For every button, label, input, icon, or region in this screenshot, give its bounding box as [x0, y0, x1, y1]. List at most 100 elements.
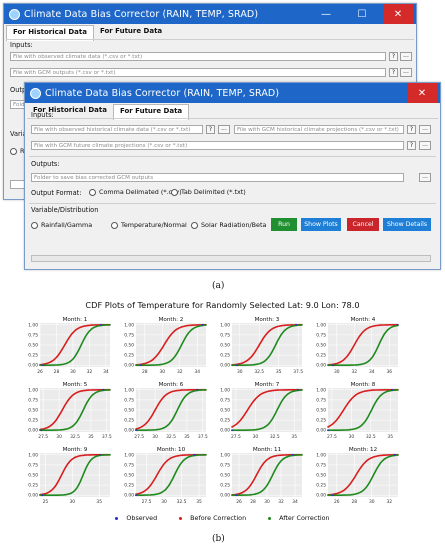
help-button-gcm-future[interactable]: ?: [407, 141, 416, 150]
back-variable-label: Variab: [10, 130, 31, 138]
y-tick-label: 0.50: [28, 473, 38, 479]
y-tick-label: 0.50: [124, 343, 134, 349]
browse-button-gcm-historical[interactable]: ...: [419, 125, 431, 134]
y-tick-label: 0.75: [316, 462, 326, 468]
x-tick-label: 32.5: [254, 369, 264, 375]
before-correction-line: [231, 324, 303, 366]
front-window-title: Climate Data Bias Corrector (RAIN, TEMP,…: [45, 87, 280, 99]
observed-point: [327, 429, 329, 432]
observed-point: [332, 494, 334, 497]
back-radio-rainfall[interactable]: [10, 148, 17, 155]
x-tick-label: 37.5: [102, 434, 112, 440]
x-tick-label: 27.5: [142, 499, 152, 505]
help-button-observed[interactable]: ?: [206, 125, 215, 134]
variable-radio-rainfall[interactable]: [31, 222, 38, 229]
cdf-panel-10: 27.5 30 32.5 35 0.00 0.25 0.50 0.75 1.00 Month: 1…: [124, 447, 207, 505]
front-window: Climate Data Bias Corrector (RAIN, TEMP,…: [24, 82, 441, 270]
back-gcm-file-field[interactable]: File with GCM outputs (*.csv or *.txt): [10, 68, 386, 77]
back-browse-button-1[interactable]: ...: [400, 52, 412, 61]
x-tick-label: 30: [159, 369, 165, 375]
observed-point: [98, 453, 101, 456]
cdf-panel-3: 30 32.5 35 37.5 0.00 0.25 0.50 0.75 1.00 Month: 3: [220, 317, 303, 375]
format-radio-txt[interactable]: [171, 189, 178, 196]
x-tick-label: 35: [88, 434, 94, 440]
back-tab-historical[interactable]: For Historical Data: [6, 25, 94, 41]
maximize-icon[interactable]: ☐: [357, 8, 367, 20]
close-icon[interactable]: ✕: [407, 83, 437, 103]
format-radio-txt-label: Tab Delimited (*.txt): [181, 188, 246, 196]
after-correction-line: [231, 454, 303, 496]
back-help-button-1[interactable]: ?: [389, 52, 398, 61]
output-folder-field[interactable]: Folder to save bias corrected GCM output…: [31, 173, 404, 182]
panel-title: Month: 11: [253, 447, 282, 453]
back-tab-future[interactable]: For Future Data: [99, 27, 163, 35]
observed-point: [396, 323, 399, 326]
front-tab-future[interactable]: For Future Data: [112, 104, 190, 120]
show-plots-button[interactable]: Show Plots: [301, 218, 341, 231]
browse-button-output-folder[interactable]: ...: [419, 173, 431, 182]
panel-title: Month: 6: [159, 382, 184, 388]
gcm-future-file-field[interactable]: File with GCM future climate projections…: [31, 141, 404, 150]
help-button-gcm-historical[interactable]: ?: [407, 125, 416, 134]
cdf-panel-12: 26 28 30 32 0.00 0.25 0.50 0.75 1.00 Month: 12: [316, 447, 399, 505]
format-radio-csv[interactable]: [89, 189, 96, 196]
before-correction-line: [39, 324, 111, 366]
back-radio-rainfall-label: R: [20, 147, 25, 155]
gcm-historical-file-field[interactable]: File with GCM historical climate project…: [234, 125, 404, 134]
legend-observed-marker: [115, 516, 119, 520]
x-tick-label: 30: [70, 369, 76, 375]
x-tick-label: 30: [253, 434, 259, 440]
y-tick-label: 0.25: [316, 353, 326, 359]
variable-radio-temperature[interactable]: [111, 222, 118, 229]
x-tick-label: 35: [276, 369, 282, 375]
y-tick-label: 1.00: [124, 387, 134, 393]
variable-radio-solar-label: Solar Radiation/Beta: [201, 221, 267, 229]
browse-button-gcm-future[interactable]: ...: [419, 141, 431, 150]
observed-point: [41, 494, 44, 497]
y-tick-label: 1.00: [316, 452, 326, 458]
y-tick-label: 1.00: [124, 322, 134, 328]
show-details-button[interactable]: Show Details: [383, 218, 431, 231]
observed-historical-file-field[interactable]: File with observed historical climate da…: [31, 125, 203, 134]
back-help-button-2[interactable]: ?: [389, 68, 398, 77]
y-tick-label: 1.00: [28, 322, 38, 328]
front-tab-historical[interactable]: For Historical Data: [33, 106, 107, 114]
caption-b: (b): [212, 534, 225, 544]
cdf-panel-11: 26 28 30 32 34 0.00 0.25 0.50 0.75 1.00 Month: 11: [220, 447, 303, 505]
back-browse-button-2[interactable]: ...: [400, 68, 412, 77]
x-tick-label: 30: [369, 499, 375, 505]
panel-title: Month: 1: [63, 317, 88, 323]
y-tick-label: 0.75: [124, 462, 134, 468]
x-tick-label: 28: [54, 369, 60, 375]
x-tick-label: 30: [56, 434, 62, 440]
x-tick-label: 30: [237, 369, 243, 375]
figure-title: CDF Plots of Temperature for Randomly Se…: [85, 300, 360, 310]
minimize-icon[interactable]: —: [321, 8, 331, 20]
variable-radio-solar[interactable]: [191, 222, 198, 229]
x-tick-label: 28: [250, 499, 256, 505]
back-tabs: For Historical Data For Future Data: [6, 25, 168, 41]
cancel-button[interactable]: Cancel: [347, 218, 379, 231]
y-tick-label: 0.00: [124, 428, 134, 434]
y-tick-label: 0.25: [124, 418, 134, 424]
legend-before-label: Before Correction: [190, 514, 247, 522]
browse-button-observed[interactable]: ...: [218, 125, 230, 134]
x-tick-label: 35: [387, 434, 393, 440]
back-observed-file-field[interactable]: File with observed climate data (*.csv o…: [10, 52, 386, 61]
front-titlebar: Climate Data Bias Corrector (RAIN, TEMP,…: [25, 83, 440, 103]
run-button[interactable]: Run: [271, 218, 297, 231]
x-tick-label: 32.5: [270, 434, 280, 440]
y-tick-label: 1.00: [28, 387, 38, 393]
y-tick-label: 0.50: [220, 343, 230, 349]
y-tick-label: 0.00: [220, 493, 230, 499]
close-icon[interactable]: ✕: [383, 4, 413, 24]
panel-title: Month: 8: [351, 382, 376, 388]
panel-title: Month: 7: [255, 382, 280, 388]
after-correction-line: [327, 324, 399, 366]
y-tick-label: 0.25: [220, 418, 230, 424]
x-tick-label: 30: [161, 499, 167, 505]
observed-point: [193, 453, 196, 456]
back-tab-divider: [6, 39, 414, 40]
observed-point: [332, 364, 334, 367]
x-tick-label: 27.5: [231, 434, 241, 440]
